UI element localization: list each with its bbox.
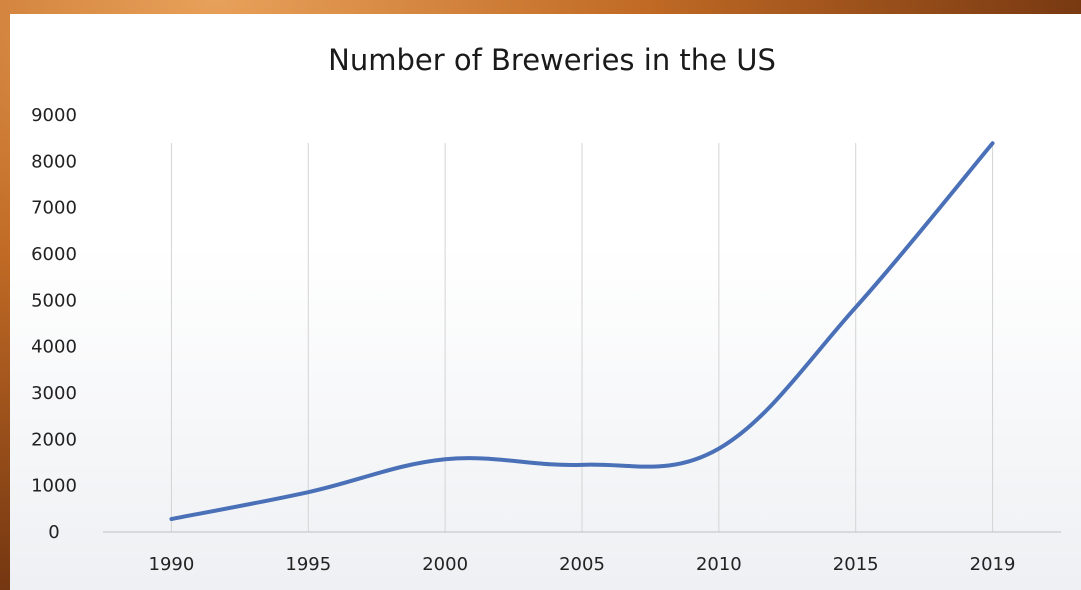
x-tick-label: 2000: [422, 554, 468, 575]
y-axis-ticks: 0 1000 2000 3000 4000 5000 6000 7000 8000 9000: [31, 105, 77, 543]
x-tick-label: 1990: [149, 554, 195, 575]
x-tick-label: 2019: [970, 554, 1016, 575]
series: [169, 141, 995, 522]
x-tick-label: 1995: [285, 554, 331, 575]
y-tick-label: 6000: [31, 244, 77, 265]
chart-title: Number of Breweries in the US: [328, 43, 776, 77]
x-tick-label: 2010: [696, 554, 742, 575]
grid-lines: [170, 143, 994, 532]
x-tick-label: 2015: [833, 554, 879, 575]
chart-panel: [10, 14, 1081, 590]
series-line: [169, 141, 995, 522]
y-tick-label: 5000: [31, 290, 77, 311]
y-tick-label: 2000: [31, 429, 77, 450]
x-axis-ticks: 1990 1995 2000 2005 2010 2015 2019: [149, 554, 1016, 575]
y-tick-label: 9000: [31, 105, 77, 126]
x-tick-label: 2005: [559, 554, 605, 575]
y-tick-label: 4000: [31, 337, 77, 358]
y-tick-label: 0: [48, 522, 59, 543]
y-tick-label: 1000: [31, 476, 77, 497]
y-tick-label: 8000: [31, 151, 77, 172]
y-tick-label: 7000: [31, 198, 77, 219]
y-tick-label: 3000: [31, 383, 77, 404]
